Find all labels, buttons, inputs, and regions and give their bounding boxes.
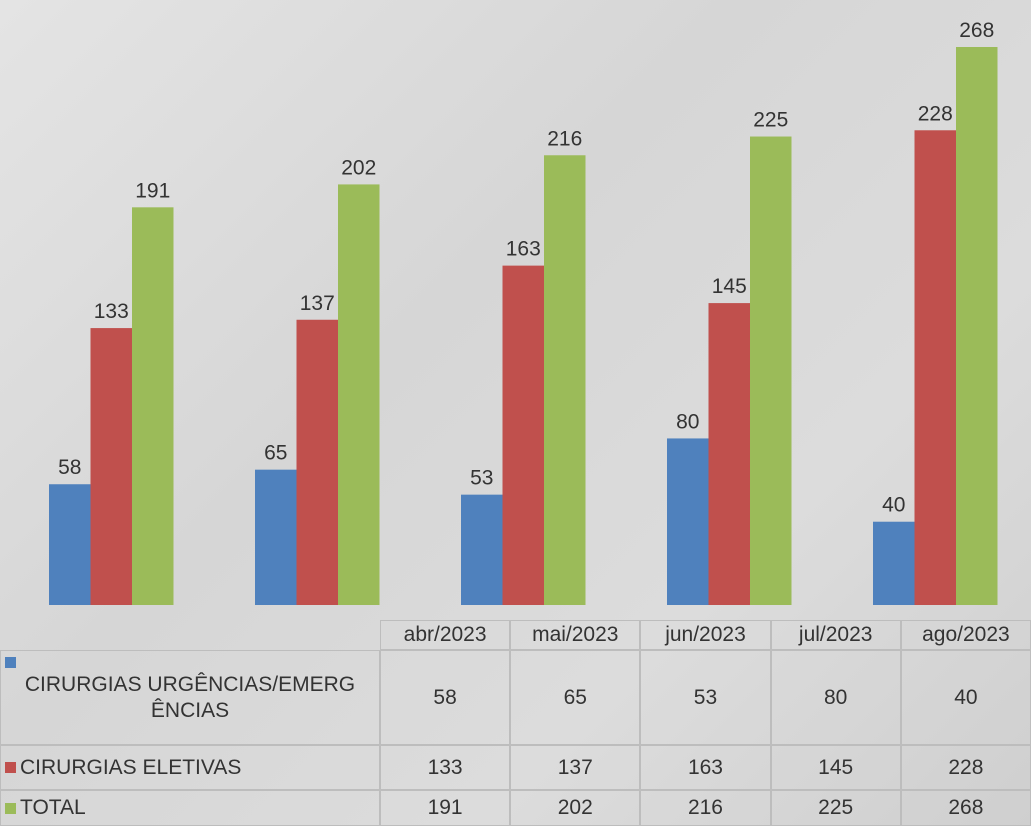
table-value-text: 216 bbox=[687, 796, 723, 819]
bar bbox=[49, 484, 91, 605]
table-value: 80 bbox=[770, 650, 901, 745]
x-category-text: jul/2023 bbox=[798, 623, 873, 646]
data-label: 191 bbox=[135, 179, 170, 202]
legend-swatch bbox=[5, 762, 16, 773]
table-value-text: 225 bbox=[818, 796, 854, 819]
table-value-text: 80 bbox=[824, 685, 848, 709]
bar bbox=[255, 469, 297, 605]
table-value-text: 163 bbox=[687, 755, 723, 779]
table-value-text: 191 bbox=[427, 796, 463, 819]
legend-text: TOTAL bbox=[20, 796, 86, 819]
table-value-text: 137 bbox=[557, 755, 593, 779]
table-value: 228 bbox=[900, 745, 1031, 790]
table-value-text: 202 bbox=[557, 796, 593, 819]
data-label: 137 bbox=[300, 292, 335, 315]
table-value: 163 bbox=[640, 745, 771, 790]
legend-entry: CIRURGIAS URGÊNCIAS/EMERGÊNCIAS bbox=[0, 650, 380, 745]
bar bbox=[708, 303, 750, 605]
table-value: 58 bbox=[380, 650, 511, 745]
table-value: 268 bbox=[900, 790, 1031, 826]
table-value: 137 bbox=[510, 745, 641, 790]
table-value-text: 133 bbox=[427, 755, 463, 779]
table-value: 216 bbox=[640, 790, 771, 826]
data-label: 133 bbox=[94, 300, 129, 323]
data-label: 216 bbox=[547, 127, 582, 150]
table-value: 202 bbox=[510, 790, 641, 826]
legend-swatch bbox=[5, 657, 16, 668]
x-category: jun/2023 bbox=[640, 620, 771, 650]
x-category: ago/2023 bbox=[900, 620, 1031, 650]
bar bbox=[956, 47, 998, 605]
table-value: 133 bbox=[380, 745, 511, 790]
legend-entry: TOTAL bbox=[0, 790, 380, 826]
x-category-text: abr/2023 bbox=[403, 623, 487, 646]
data-label: 58 bbox=[58, 456, 81, 479]
data-table: abr/2023 mai/2023 jun/2023 jul/2023 ago/2023… bbox=[0, 620, 1031, 826]
bar bbox=[90, 328, 132, 605]
bar bbox=[461, 494, 503, 605]
bar bbox=[873, 521, 915, 605]
table-value: 191 bbox=[380, 790, 511, 826]
bar bbox=[667, 438, 709, 605]
bar bbox=[750, 136, 792, 605]
data-label: 40 bbox=[882, 494, 905, 517]
legend-swatch bbox=[5, 802, 16, 814]
table-value: 145 bbox=[770, 745, 901, 790]
table-value: 65 bbox=[510, 650, 641, 745]
bar bbox=[502, 265, 544, 605]
data-label: 80 bbox=[676, 410, 699, 433]
x-category-text: mai/2023 bbox=[532, 623, 619, 646]
data-label: 225 bbox=[753, 109, 788, 132]
data-label: 268 bbox=[959, 19, 994, 42]
bar bbox=[338, 184, 380, 605]
data-label: 53 bbox=[470, 467, 493, 490]
table-value-text: 40 bbox=[954, 685, 978, 709]
data-label: 202 bbox=[341, 156, 376, 179]
legend-text: CIRURGIAS ELETIVAS bbox=[20, 755, 242, 779]
table-value-text: 268 bbox=[948, 796, 984, 819]
bar bbox=[544, 155, 586, 605]
chart: 58 65 53 80 40 133 137 163 145 228 191 202 216 225 268 bbox=[49, 19, 998, 606]
bar bbox=[914, 130, 956, 606]
legend-entry: CIRURGIAS ELETIVAS bbox=[0, 745, 380, 790]
x-category-text: jun/2023 bbox=[665, 623, 746, 646]
x-category: abr/2023 bbox=[380, 620, 511, 650]
table-value-text: 145 bbox=[818, 755, 854, 779]
data-label: 163 bbox=[506, 238, 541, 261]
data-label: 65 bbox=[264, 442, 287, 465]
x-category: jul/2023 bbox=[770, 620, 901, 650]
table-value: 40 bbox=[900, 650, 1031, 745]
table-value: 53 bbox=[640, 650, 771, 745]
data-label: 228 bbox=[918, 102, 953, 125]
table-value: 225 bbox=[770, 790, 901, 826]
bar bbox=[296, 319, 338, 605]
bar bbox=[132, 207, 174, 605]
table-value-text: 228 bbox=[948, 755, 984, 779]
table-value-text: 53 bbox=[693, 685, 718, 709]
x-category-text: ago/2023 bbox=[922, 623, 1010, 646]
data-label: 145 bbox=[712, 275, 747, 298]
legend-text: CIRURGIAS URGÊNCIAS/EMERGÊNCIAS bbox=[24, 672, 356, 722]
table-value-text: 58 bbox=[433, 685, 457, 709]
x-category: mai/2023 bbox=[510, 620, 641, 650]
table-value-text: 65 bbox=[563, 685, 587, 709]
